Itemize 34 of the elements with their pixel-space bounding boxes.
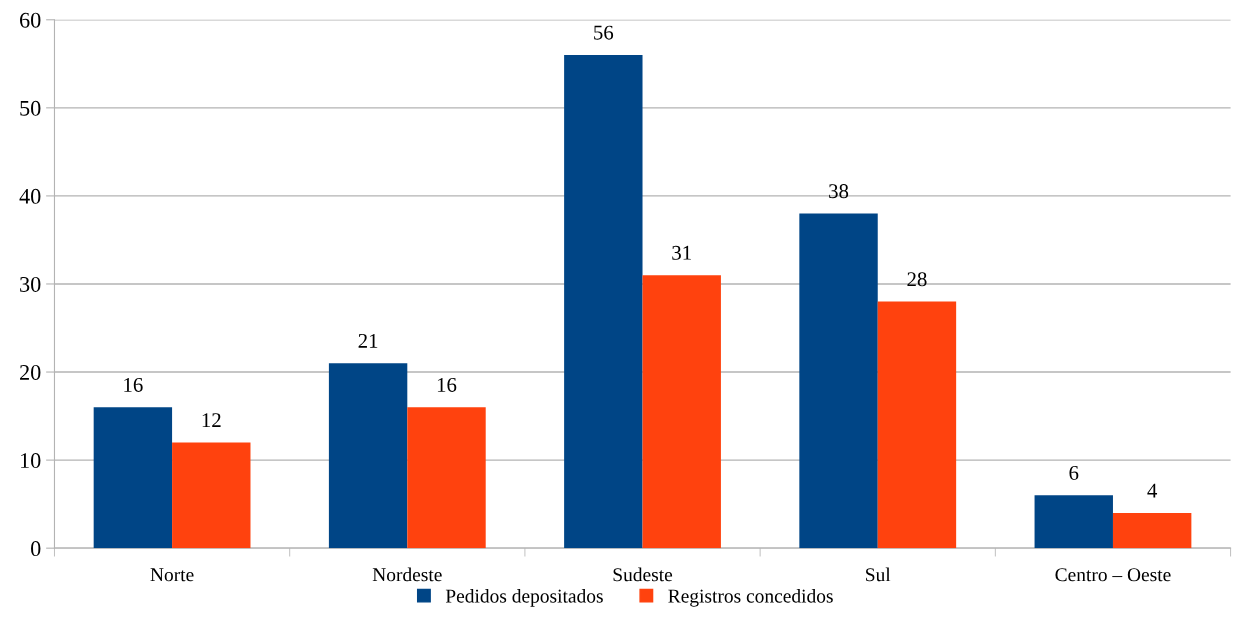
bar xyxy=(1034,495,1113,549)
bar xyxy=(1112,512,1192,549)
data-label: 31 xyxy=(672,245,691,260)
bar xyxy=(172,442,251,549)
legend-label: Pedidos depositados xyxy=(445,588,603,607)
x-tick-label: Norte xyxy=(150,568,194,582)
bar xyxy=(642,275,721,549)
bar xyxy=(93,407,173,549)
data-label: 38 xyxy=(829,184,849,199)
bar xyxy=(877,301,957,549)
y-tick-label: 10 xyxy=(21,453,41,469)
data-label: 4 xyxy=(1147,483,1158,498)
bar xyxy=(799,213,878,549)
data-label: 16 xyxy=(124,377,143,392)
x-tick-label: Centro – Oeste xyxy=(1055,568,1171,582)
x-tick-label: Nordeste xyxy=(372,567,442,582)
data-label: 28 xyxy=(907,272,927,287)
x-tick-label: Sul xyxy=(866,567,891,582)
x-tick-label: Sudeste xyxy=(613,567,673,582)
bar xyxy=(407,407,486,549)
data-label: 6 xyxy=(1069,465,1079,480)
bar xyxy=(328,363,408,549)
y-tick-label: 30 xyxy=(20,276,41,292)
y-tick-label: 0 xyxy=(31,541,41,557)
data-label: 16 xyxy=(437,377,457,392)
legend-label: Registros concedidos xyxy=(668,588,833,607)
data-label: 12 xyxy=(202,413,221,427)
y-tick-label: 40 xyxy=(19,188,41,204)
y-tick-label: 50 xyxy=(20,100,41,116)
y-tick-label: 20 xyxy=(20,364,41,380)
data-label: 56 xyxy=(594,25,614,40)
bar xyxy=(564,55,643,549)
data-label: 21 xyxy=(358,333,378,348)
y-tick-label: 60 xyxy=(20,12,41,28)
